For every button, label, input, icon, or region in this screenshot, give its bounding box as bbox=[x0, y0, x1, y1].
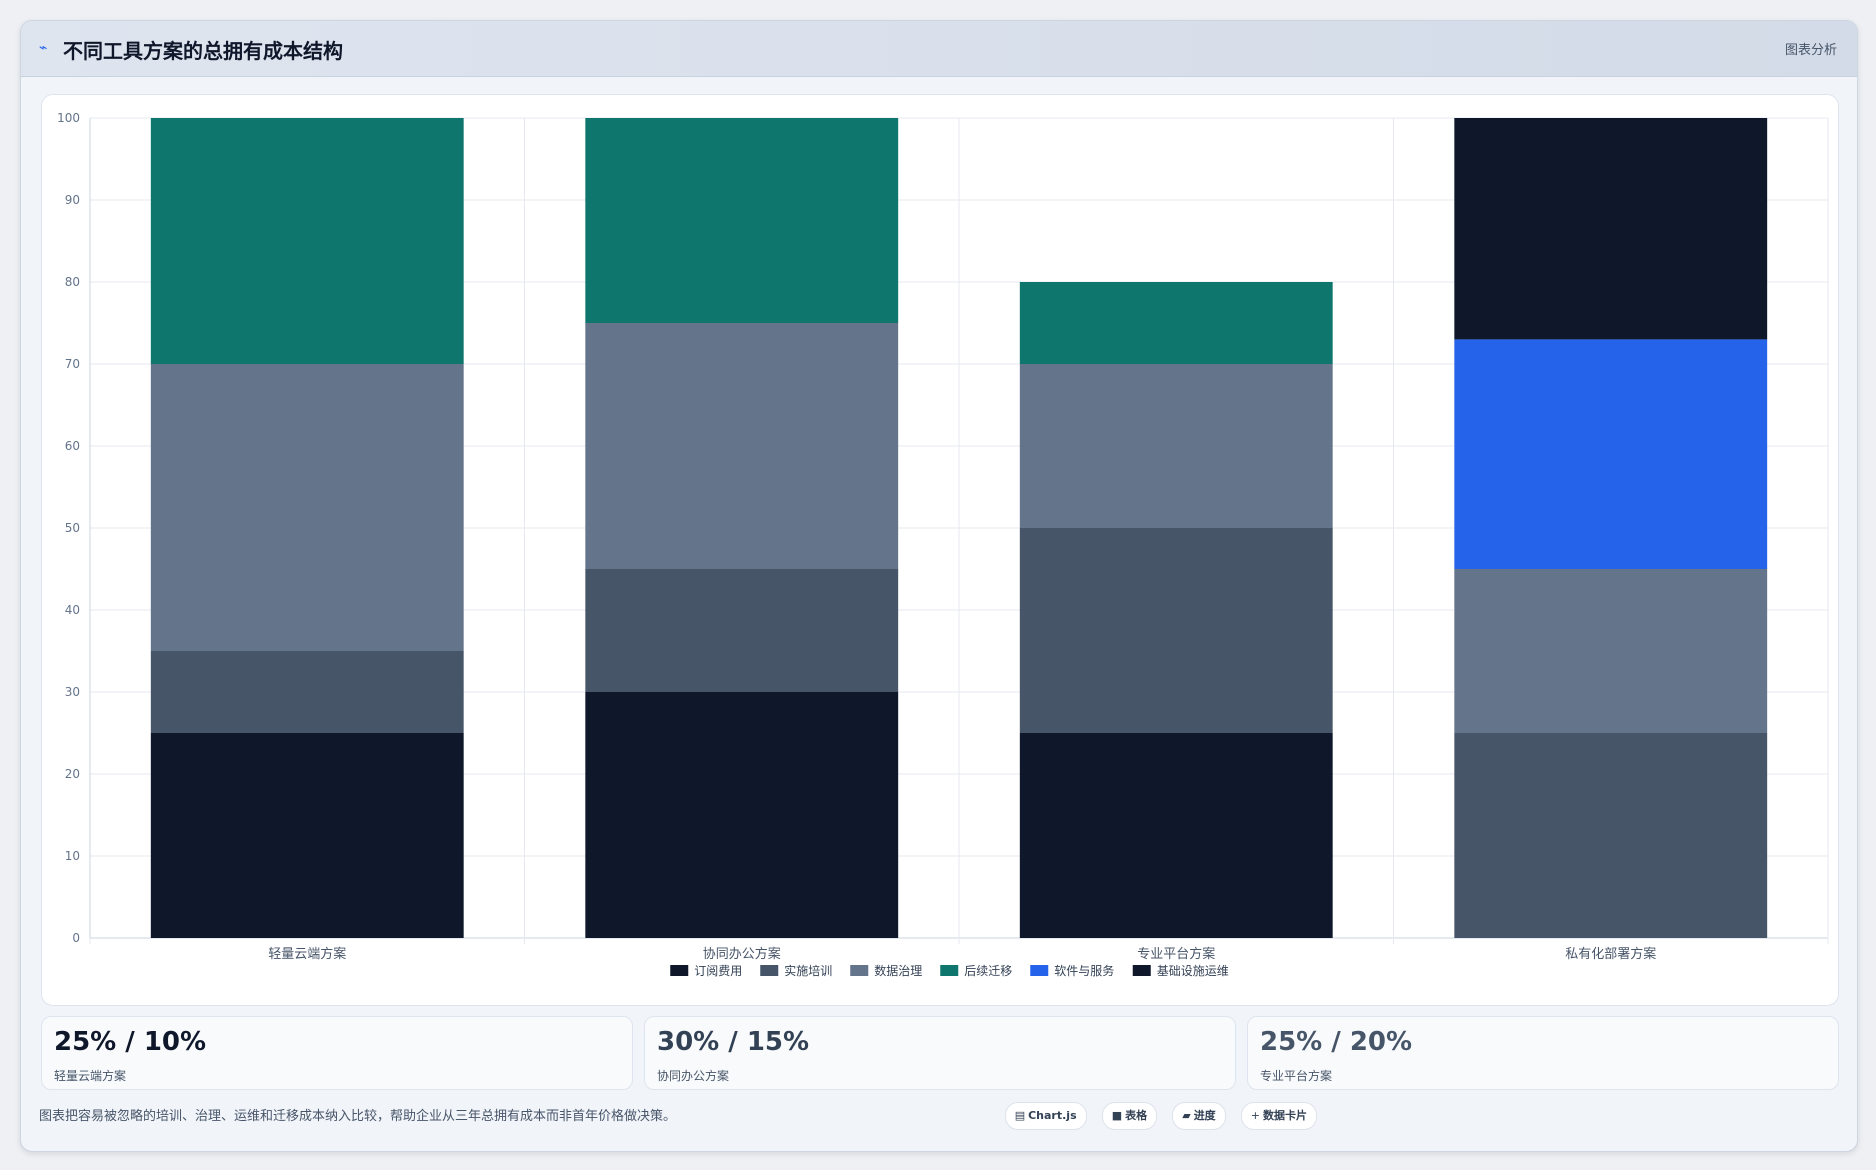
bar-segment bbox=[150, 651, 464, 733]
y-tick-label: 60 bbox=[65, 439, 80, 453]
y-tick-label: 80 bbox=[65, 275, 80, 289]
plus-icon: + bbox=[1250, 1109, 1260, 1122]
bar-segment bbox=[585, 692, 899, 938]
table-icon: ▤ bbox=[1014, 1109, 1026, 1122]
y-tick-label: 20 bbox=[65, 767, 80, 781]
stat-value: 30% / 15% bbox=[657, 1027, 810, 1057]
chip-chartjs[interactable]: ▤ Chart.js bbox=[1004, 1102, 1087, 1130]
stat-card: 25% / 10% 轻量云端方案 bbox=[41, 1016, 633, 1090]
bar-segment bbox=[150, 733, 464, 938]
bar-segment bbox=[1454, 118, 1768, 340]
app-window: ⌁ 不同工具方案的总拥有成本结构 图表分析 0 10 20 30 40 50 60 70 80 9… bbox=[20, 20, 1858, 1152]
legend-swatch bbox=[940, 965, 959, 976]
stat-label: 轻量云端方案 bbox=[54, 1069, 127, 1083]
bar-segment bbox=[1019, 282, 1333, 364]
y-tick-label: 40 bbox=[65, 603, 80, 617]
bar-segment bbox=[1454, 569, 1768, 733]
legend-label: 基础设施运维 bbox=[1157, 964, 1229, 978]
header-bar: ⌁ 不同工具方案的总拥有成本结构 图表分析 bbox=[21, 21, 1857, 77]
legend-label: 后续迁移 bbox=[964, 964, 1012, 978]
stat-label: 专业平台方案 bbox=[1260, 1069, 1333, 1083]
chip-label: Chart.js bbox=[1028, 1109, 1077, 1122]
category-label: 协同办公方案 bbox=[703, 946, 781, 962]
y-tick-label: 0 bbox=[72, 931, 80, 945]
legend-swatch bbox=[1030, 965, 1049, 976]
y-tick-label: 10 bbox=[65, 849, 80, 863]
square-icon: ■ bbox=[1111, 1109, 1123, 1122]
header-tag: 图表分析 bbox=[1784, 43, 1837, 58]
chart-card: 0 10 20 30 40 50 60 70 80 90 100 轻量云端方案 协同办公方案 专业平台方案… bbox=[41, 94, 1839, 1006]
feature-chips: ▤ Chart.js ■ 表格 ▰ 进度 + 数据卡片 bbox=[995, 1102, 1317, 1130]
chip-label: 数据卡片 bbox=[1263, 1109, 1307, 1122]
chip-progress[interactable]: ▰ 进度 bbox=[1172, 1102, 1226, 1130]
bar-segment bbox=[585, 569, 899, 692]
stacked-bar-chart: 0 10 20 30 40 50 60 70 80 90 100 轻量云端方案 协同办公方案 专业平台方案… bbox=[57, 111, 1829, 978]
footer-note: 图表把容易被忽略的培训、治理、运维和迁移成本纳入比较，帮助企业从三年总拥有成本而… bbox=[39, 1109, 677, 1124]
stat-label: 协同办公方案 bbox=[657, 1069, 730, 1083]
legend-swatch bbox=[670, 965, 689, 976]
chip-label: 进度 bbox=[1193, 1109, 1216, 1122]
bar-segment bbox=[1454, 733, 1768, 938]
chip-label: 表格 bbox=[1125, 1109, 1148, 1122]
bar-segment bbox=[1454, 339, 1768, 569]
bar-segment bbox=[150, 118, 464, 364]
page-title: 不同工具方案的总拥有成本结构 bbox=[63, 39, 343, 63]
chart-logo-icon: ⌁ bbox=[39, 40, 48, 56]
bar-segment bbox=[585, 323, 899, 569]
legend-label: 软件与服务 bbox=[1054, 963, 1114, 978]
legend-swatch bbox=[760, 965, 779, 976]
stat-value: 25% / 10% bbox=[54, 1027, 207, 1057]
y-tick-label: 30 bbox=[65, 685, 80, 699]
y-tick-label: 90 bbox=[65, 193, 80, 207]
stat-value: 25% / 20% bbox=[1260, 1027, 1413, 1057]
y-tick-label: 100 bbox=[57, 111, 80, 125]
bar-segment bbox=[1019, 528, 1333, 733]
legend-swatch bbox=[850, 965, 869, 976]
category-label: 专业平台方案 bbox=[1137, 946, 1215, 962]
progress-icon: ▰ bbox=[1182, 1109, 1191, 1122]
category-label: 轻量云端方案 bbox=[268, 946, 346, 962]
y-tick-label: 70 bbox=[65, 357, 80, 371]
legend-swatch bbox=[1132, 965, 1151, 976]
legend-label: 数据治理 bbox=[874, 963, 922, 978]
stat-card: 30% / 15% 协同办公方案 bbox=[644, 1016, 1236, 1090]
category-label: 私有化部署方案 bbox=[1565, 946, 1656, 962]
bar-segment bbox=[1019, 733, 1333, 938]
legend-label: 订阅费用 bbox=[694, 964, 742, 978]
bar-segment bbox=[150, 364, 464, 651]
chip-data-card[interactable]: + 数据卡片 bbox=[1240, 1102, 1317, 1130]
y-tick-label: 50 bbox=[65, 521, 80, 535]
stat-card: 25% / 20% 专业平台方案 bbox=[1247, 1016, 1839, 1090]
stats-row: 25% / 10% 轻量云端方案 30% / 15% 协同办公方案 25% / … bbox=[41, 1016, 1839, 1090]
bar-segment bbox=[585, 118, 899, 323]
chip-table[interactable]: ■ 表格 bbox=[1101, 1102, 1158, 1130]
legend-label: 实施培训 bbox=[784, 963, 832, 978]
bar-segment bbox=[1019, 364, 1333, 528]
